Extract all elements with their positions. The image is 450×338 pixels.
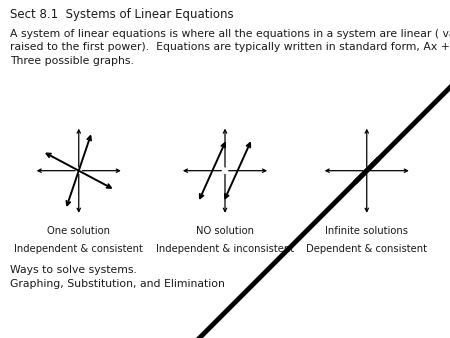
Text: Independent & inconsistent: Independent & inconsistent — [156, 244, 294, 255]
Text: Dependent & consistent: Dependent & consistent — [306, 244, 427, 255]
Text: NO solution: NO solution — [196, 226, 254, 236]
Text: Independent & consistent: Independent & consistent — [14, 244, 143, 255]
Text: Ways to solve systems.
Graphing, Substitution, and Elimination: Ways to solve systems. Graphing, Substit… — [10, 265, 225, 289]
Text: Infinite solutions: Infinite solutions — [325, 226, 408, 236]
Text: A system of linear equations is where all the equations in a system are linear (: A system of linear equations is where al… — [10, 29, 450, 66]
Text: One solution: One solution — [47, 226, 110, 236]
Text: Sect 8.1  Systems of Linear Equations: Sect 8.1 Systems of Linear Equations — [10, 8, 234, 21]
